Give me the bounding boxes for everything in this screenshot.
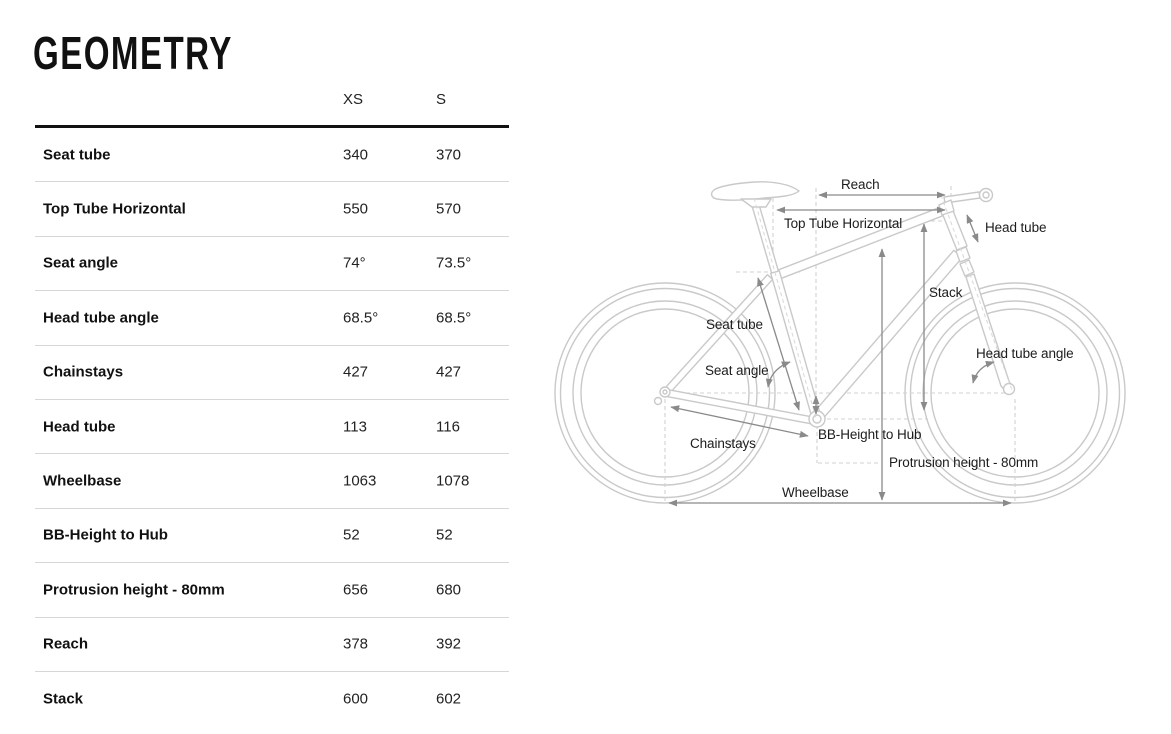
value-s: 370 bbox=[436, 146, 462, 164]
seat-tube-arrow bbox=[757, 277, 800, 411]
table-header: XS S bbox=[35, 84, 509, 128]
table-row: BB-Height to Hub 52 52 bbox=[35, 509, 509, 564]
bb-height-to-hub-label: BB-Height to Hub bbox=[818, 427, 921, 442]
head-tube-arrow bbox=[966, 214, 979, 243]
row-label: Seat angle bbox=[43, 254, 119, 272]
row-label: Stack bbox=[43, 690, 84, 708]
table-row: Wheelbase 1063 1078 bbox=[35, 454, 509, 509]
value-xs: 427 bbox=[343, 363, 369, 381]
dimension-arrows bbox=[668, 191, 1012, 507]
table-row: Reach 378 392 bbox=[35, 618, 509, 672]
chainstays-arrow bbox=[670, 405, 809, 438]
row-label: Reach bbox=[43, 635, 89, 653]
row-label: Chainstays bbox=[43, 363, 124, 381]
value-xs: 52 bbox=[343, 526, 360, 544]
row-label: Head tube bbox=[43, 418, 116, 436]
value-xs: 600 bbox=[343, 690, 369, 708]
saddle-clamp bbox=[740, 198, 772, 208]
row-label: Seat tube bbox=[43, 146, 111, 164]
row-label: Wheelbase bbox=[43, 472, 122, 490]
head-tube-label: Head tube bbox=[985, 220, 1046, 235]
value-xs: 113 bbox=[343, 418, 367, 436]
value-s: 116 bbox=[436, 418, 460, 436]
seat-angle-arc bbox=[765, 361, 791, 388]
row-label: Top Tube Horizontal bbox=[43, 200, 186, 218]
bottom-bracket-inner bbox=[812, 414, 822, 424]
seat-tube-label: Seat tube bbox=[706, 317, 763, 332]
value-xs: 68.5° bbox=[343, 309, 379, 327]
table-row: Head tube angle 68.5° 68.5° bbox=[35, 291, 509, 346]
fork-crown-lower bbox=[959, 259, 975, 277]
head-tube-angle-arc bbox=[971, 360, 995, 384]
reach-label: Reach bbox=[841, 177, 880, 192]
geometry-table: XS S Seat tube 340 370 Top Tube Horizont… bbox=[35, 84, 509, 725]
column-header-xs: XS bbox=[343, 91, 364, 108]
derailleur-pulley bbox=[653, 396, 663, 406]
value-xs: 550 bbox=[343, 200, 369, 218]
value-s: 570 bbox=[436, 200, 462, 218]
value-xs: 1063 bbox=[343, 472, 377, 490]
diagram-labels: Reach Top Tube Horizontal Head tube Stac… bbox=[690, 177, 1074, 500]
chainstays-label: Chainstays bbox=[690, 436, 756, 451]
value-s: 73.5° bbox=[436, 254, 472, 272]
rear-dropout-inner bbox=[662, 389, 668, 395]
row-label: Head tube angle bbox=[43, 309, 159, 327]
value-s: 680 bbox=[436, 581, 462, 599]
top-tube-horizontal-label: Top Tube Horizontal bbox=[784, 216, 902, 231]
front-dropout bbox=[1002, 382, 1016, 396]
value-s: 68.5° bbox=[436, 309, 472, 327]
table-row: Protrusion height - 80mm 656 680 bbox=[35, 563, 509, 618]
chain-stays bbox=[665, 388, 817, 426]
stack-label: Stack bbox=[929, 285, 963, 300]
value-xs: 656 bbox=[343, 581, 369, 599]
stem bbox=[943, 191, 981, 204]
handlebar-grip-inner bbox=[982, 191, 990, 199]
value-xs: 378 bbox=[343, 635, 369, 653]
value-xs: 74° bbox=[343, 254, 366, 272]
seat-angle-label: Seat angle bbox=[705, 363, 769, 378]
table-row: Seat angle 74° 73.5° bbox=[35, 237, 509, 292]
saddle bbox=[710, 181, 800, 201]
wheelbase-label: Wheelbase bbox=[782, 485, 849, 500]
value-s: 427 bbox=[436, 363, 462, 381]
table-row: Seat tube 340 370 bbox=[35, 128, 509, 183]
down-tube bbox=[813, 249, 963, 421]
value-s: 1078 bbox=[436, 472, 470, 490]
value-s: 392 bbox=[436, 635, 462, 653]
table-row: Stack 600 602 bbox=[35, 672, 509, 725]
column-header-s: S bbox=[436, 91, 447, 108]
table-row: Top Tube Horizontal 550 570 bbox=[35, 182, 509, 237]
protrusion-height-label: Protrusion height - 80mm bbox=[889, 455, 1038, 470]
row-label: Protrusion height - 80mm bbox=[43, 581, 225, 599]
value-s: 602 bbox=[436, 690, 462, 708]
row-label: BB-Height to Hub bbox=[43, 526, 168, 544]
table-row: Head tube 113 116 bbox=[35, 400, 509, 455]
head-tube-angle-label: Head tube angle bbox=[976, 346, 1074, 361]
seat-post bbox=[749, 198, 780, 274]
bike-geometry-diagram: Reach Top Tube Horizontal Head tube Stac… bbox=[554, 177, 1126, 507]
page-title: GEOMETRY bbox=[33, 27, 233, 79]
table-row: Chainstays 427 427 bbox=[35, 346, 509, 400]
value-s: 52 bbox=[436, 526, 453, 544]
value-xs: 340 bbox=[343, 146, 369, 164]
